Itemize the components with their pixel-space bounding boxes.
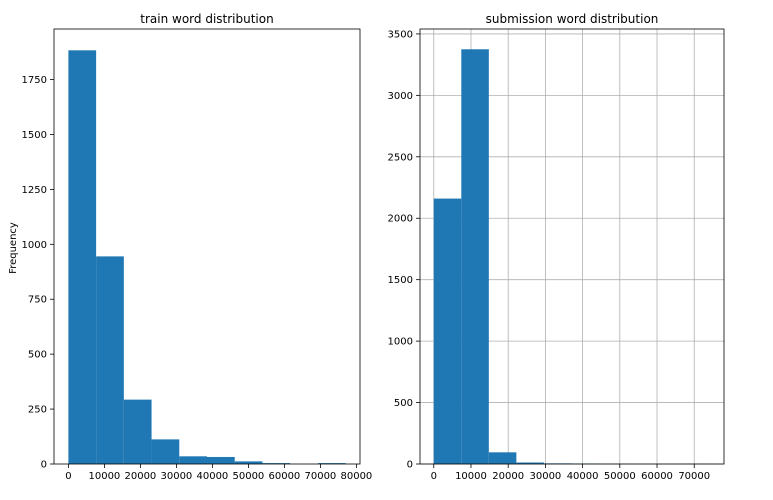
histogram-bar: [151, 439, 180, 464]
y-tick-label: 2000: [388, 214, 413, 225]
histogram-bar: [179, 456, 207, 464]
y-tick-label: 250: [28, 405, 47, 416]
submission-histogram-panel: submission word distribution 0 10000 20000…: [388, 12, 725, 482]
histogram-bar: [262, 463, 291, 464]
x-tick-label: 0: [65, 471, 71, 482]
y-tick-label: 0: [41, 460, 47, 471]
histogram-bar: [516, 462, 544, 464]
histogram-bar: [234, 461, 263, 464]
x-tick-label: 70000: [678, 471, 710, 482]
histogram-bar: [207, 456, 235, 464]
y-tick-label: 1250: [22, 185, 47, 196]
y-tick-label: 500: [28, 350, 47, 361]
train-histogram-panel: train word distribution Frequency 0 10000…: [8, 12, 372, 482]
x-tick-label: 30000: [160, 471, 192, 482]
y-tick-label: 1500: [22, 130, 47, 141]
x-tick-label: 50000: [604, 471, 636, 482]
y-tick-label: 500: [394, 398, 413, 409]
chart-title: submission word distribution: [486, 12, 659, 26]
axes-frame: [53, 28, 361, 465]
x-tick-label: 10000: [88, 471, 120, 482]
y-tick-label: 3000: [388, 91, 413, 102]
y-tick-label: 1750: [22, 75, 47, 86]
x-tick-label: 60000: [641, 471, 673, 482]
y-axis-label: Frequency: [8, 222, 19, 274]
axes-frame: [419, 28, 725, 465]
y-tick-label: 2500: [388, 152, 413, 163]
x-tick-label: 60000: [268, 471, 300, 482]
histogram-bar: [488, 452, 517, 464]
x-tick-label: 20000: [124, 471, 156, 482]
y-tick-label: 1500: [388, 275, 413, 286]
y-tick-label: 1000: [388, 337, 413, 348]
y-tick-label: 750: [28, 295, 47, 306]
x-tick-label: 40000: [196, 471, 228, 482]
x-tick-label: 10000: [455, 471, 487, 482]
histogram-bar: [96, 256, 124, 464]
histogram-bar: [68, 50, 97, 464]
x-tick-label: 40000: [567, 471, 599, 482]
x-tick-label: 20000: [492, 471, 524, 482]
chart-title: train word distribution: [140, 12, 273, 26]
histogram-bar: [433, 198, 462, 464]
histogram-bar: [461, 49, 489, 465]
x-tick-label: 50000: [232, 471, 264, 482]
x-tick-label: 70000: [304, 471, 336, 482]
y-tick-label: 0: [407, 460, 413, 471]
x-tick-label: 0: [431, 471, 437, 482]
y-tick-label: 3500: [388, 29, 413, 40]
x-tick-label: 30000: [529, 471, 561, 482]
histogram-bar: [123, 399, 152, 464]
y-tick-label: 1000: [22, 240, 47, 251]
x-tick-label: 80000: [340, 471, 372, 482]
histogram-bar: [317, 463, 346, 464]
